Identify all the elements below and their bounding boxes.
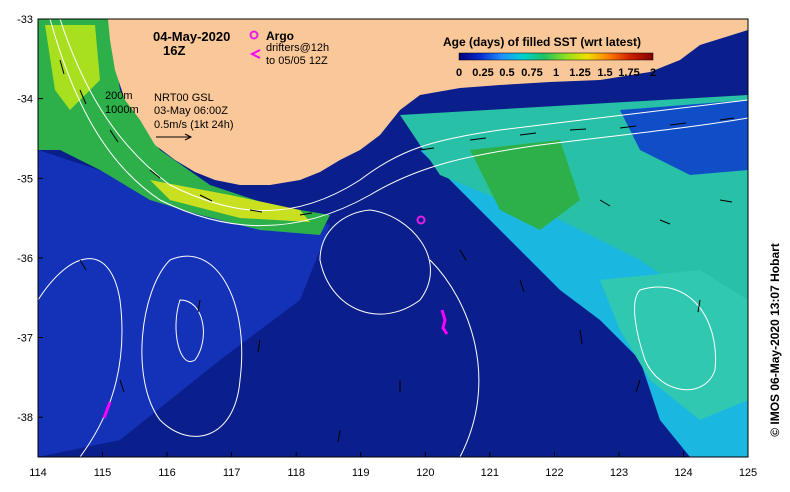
colorbar-tick: 1 xyxy=(553,67,559,79)
x-tick-label: 123 xyxy=(610,467,628,479)
drifter-legend-line1: drifters@12h xyxy=(266,42,329,54)
y-tick-labels: -33 -34 -35 -36 -37 -38 xyxy=(17,14,33,424)
colorbar-strip xyxy=(458,52,654,61)
drifter-track-1 xyxy=(440,309,449,335)
colorbar-tick: 1.5 xyxy=(597,67,612,79)
map-hour: 16Z xyxy=(163,43,185,58)
argo-legend-icon xyxy=(249,30,259,40)
colorbar-title: Age (days) of filled SST (wrt latest) xyxy=(443,35,641,49)
x-tick-label: 114 xyxy=(29,467,47,479)
shelf-teal-south xyxy=(600,270,748,420)
x-tick-label: 115 xyxy=(94,467,112,479)
y-axis xyxy=(38,18,43,418)
colorbar-ticks: 0 0.25 0.5 0.75 1 1.25 1.5 1.75 2 xyxy=(456,67,656,79)
x-tick-label: 120 xyxy=(416,467,434,479)
x-tick-label: 122 xyxy=(545,467,563,479)
drifter-legend-icon xyxy=(249,49,261,59)
colorbar-tick: 0.75 xyxy=(521,67,542,79)
colorbar-tick: 0 xyxy=(456,67,462,79)
model-time: 03-May 06:00Z xyxy=(154,105,228,117)
coastal-yellow-strip xyxy=(150,180,310,222)
y-tick-label: -35 xyxy=(17,173,33,185)
colorbar-tick: 2 xyxy=(650,67,656,79)
plot-frame xyxy=(37,18,749,458)
shelf-green-patch xyxy=(470,140,580,230)
colorbar-tick: 1.25 xyxy=(569,67,590,79)
drifter-track-2 xyxy=(102,401,112,419)
x-tick-label: 118 xyxy=(287,467,305,479)
x-tick-labels: 114 115 116 117 118 119 120 121 122 123 … xyxy=(29,467,757,479)
x-tick-label: 121 xyxy=(481,467,499,479)
vector-scale-label: 0.5m/s (1kt 24h) xyxy=(154,119,233,131)
y-tick-label: -37 xyxy=(17,333,33,345)
argo-legend-label: Argo xyxy=(266,29,294,43)
current-vectors xyxy=(59,59,735,443)
x-axis xyxy=(37,452,749,457)
x-tick-label: 116 xyxy=(158,467,176,479)
vector-scale-arrow xyxy=(156,133,193,141)
contour-1000-label: 1000m xyxy=(105,104,139,116)
x-tick-label: 117 xyxy=(223,467,241,479)
x-tick-label: 125 xyxy=(739,467,757,479)
isobath-contours xyxy=(38,19,748,457)
colorbar-tick: 0.5 xyxy=(499,67,514,79)
colorbar-tick: 1.75 xyxy=(618,67,639,79)
shelf-deepblue-east xyxy=(620,100,748,175)
credit-label: © IMOS 06-May-2020 13:07 Hobart xyxy=(768,243,782,437)
colorbar-tick: 0.25 xyxy=(472,67,493,79)
y-tick-label: -33 xyxy=(17,14,33,26)
argo-float xyxy=(416,215,426,225)
plot-area xyxy=(38,19,748,457)
drifter-legend-line2: to 05/05 12Z xyxy=(266,55,328,67)
map-date: 04-May-2020 xyxy=(153,29,230,44)
land-australia xyxy=(108,19,748,185)
x-tick-label: 124 xyxy=(674,467,692,479)
model-name: NRT00 GSL xyxy=(154,92,214,104)
coastal-green-west xyxy=(38,19,330,235)
x-tick-label: 119 xyxy=(352,467,370,479)
y-tick-label: -38 xyxy=(17,412,33,424)
y-tick-label: -36 xyxy=(17,253,33,265)
y-tick-label: -34 xyxy=(17,94,33,106)
contour-200-label: 200m xyxy=(105,90,133,102)
